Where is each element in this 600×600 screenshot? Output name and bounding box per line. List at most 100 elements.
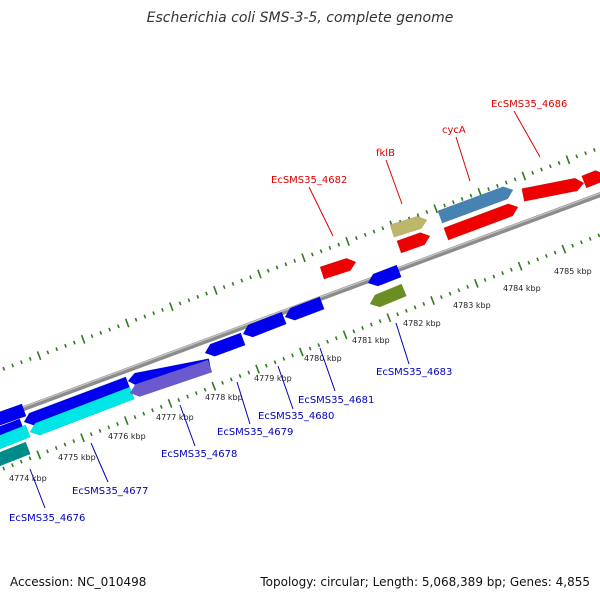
gene-arrow [581, 170, 600, 189]
gene-label: EcSMS35_4676 [9, 513, 85, 524]
scale-tick [205, 291, 208, 296]
gene-label-leader [455, 136, 471, 182]
scale-tick [98, 428, 102, 433]
scale-tick [433, 204, 439, 214]
scale-tick [593, 147, 596, 152]
gene-label: EcSMS35_4679 [217, 427, 293, 438]
scale-tick [565, 155, 571, 165]
scale-tick [177, 398, 181, 402]
scale-tick [46, 350, 50, 355]
scale-tick-label: 4777 kbp [156, 413, 194, 422]
gene-arrow [0, 403, 27, 426]
scale-tick [536, 257, 540, 262]
gene-arrow [396, 232, 431, 254]
gene-arrow [369, 283, 407, 308]
gene-label: EcSMS35_4686 [491, 99, 567, 110]
gene-label-leader [29, 468, 46, 509]
scale-tick [483, 278, 487, 282]
scale-tick [80, 433, 85, 443]
gene-label-leader [236, 381, 251, 425]
gene-arrow [437, 186, 514, 224]
gene-features [0, 170, 600, 467]
gene-label: cycA [442, 125, 466, 136]
scale-tick [355, 236, 358, 241]
scale-tick [46, 449, 49, 454]
scale-tick [404, 308, 408, 313]
gene-arrow [443, 203, 519, 241]
scale-tick [152, 311, 156, 316]
scale-tick [229, 377, 233, 382]
scale-tick [186, 394, 189, 399]
gene-arrow [319, 258, 357, 280]
scale-tick [469, 193, 473, 198]
scale-tick [211, 381, 217, 391]
scale-tick [509, 267, 513, 272]
scale-tick [117, 324, 120, 329]
scale-tick [221, 380, 224, 385]
scale-tick [372, 229, 376, 234]
gene-arrow [129, 359, 213, 397]
scale-tick [282, 356, 286, 361]
gene-arrow [367, 264, 402, 287]
scale-tick [301, 253, 306, 263]
scale-tick [597, 233, 600, 238]
scale-tick [378, 319, 382, 324]
scale-tick [345, 236, 350, 246]
scale-tick [64, 343, 67, 348]
scale-tick [196, 294, 200, 299]
scale-tick [11, 363, 15, 368]
scale-tick [108, 327, 111, 332]
scale-tick [517, 261, 523, 271]
gene-arrow [521, 177, 585, 202]
scale-tick [317, 343, 321, 348]
gene-arrow [242, 311, 287, 338]
scale-tick [28, 456, 32, 461]
scale-tick [116, 422, 119, 426]
scale-tick [124, 318, 130, 328]
scale-tick [168, 302, 174, 312]
gene-label: EcSMS35_4678 [161, 449, 237, 460]
gene-label-leader [513, 110, 541, 158]
scale-tick [527, 260, 531, 265]
scale-tick [194, 391, 198, 396]
scale-tick [487, 187, 490, 192]
scale-tick [553, 250, 557, 255]
gene-arrow [0, 424, 31, 450]
scale-tick [548, 164, 552, 169]
gene-arrow [389, 215, 428, 238]
scale-tick-label: 4784 kbp [503, 284, 541, 293]
gene-arrow [23, 376, 131, 426]
scale-tick [460, 196, 464, 201]
scale-tick [496, 183, 499, 188]
scale-tick [451, 200, 455, 205]
scale-tick [123, 416, 129, 426]
scale-tick [386, 313, 392, 323]
scale-tick [178, 301, 182, 306]
scale-tick [249, 275, 252, 280]
gene-label-leader [395, 322, 410, 365]
scale-tick [247, 370, 251, 375]
scale-tick [422, 302, 426, 306]
scale-tick [213, 285, 218, 295]
scale-tick [298, 347, 304, 357]
gene-label-leader [308, 186, 334, 237]
scale-tick [159, 404, 163, 409]
gene-label: EcSMS35_4683 [376, 367, 452, 378]
scale-tick [2, 366, 6, 371]
gene-label: EcSMS35_4680 [258, 411, 334, 422]
scale-tick [143, 314, 147, 319]
gene-label-leader [277, 365, 294, 410]
scale-tick [544, 253, 548, 258]
scale-tick [492, 274, 496, 279]
scale-tick [381, 226, 385, 231]
scale-tick [255, 364, 260, 374]
scale-tick [584, 151, 587, 156]
scale-tick [90, 334, 94, 339]
scale-tick [167, 398, 173, 408]
scale-tick [363, 232, 367, 237]
scale-tick-label: 4776 kbp [108, 432, 146, 441]
scale-tick [369, 322, 373, 327]
scale-tick [273, 360, 277, 365]
scale-tick-label: 4774 kbp [9, 474, 47, 483]
scale-tick [310, 252, 314, 257]
